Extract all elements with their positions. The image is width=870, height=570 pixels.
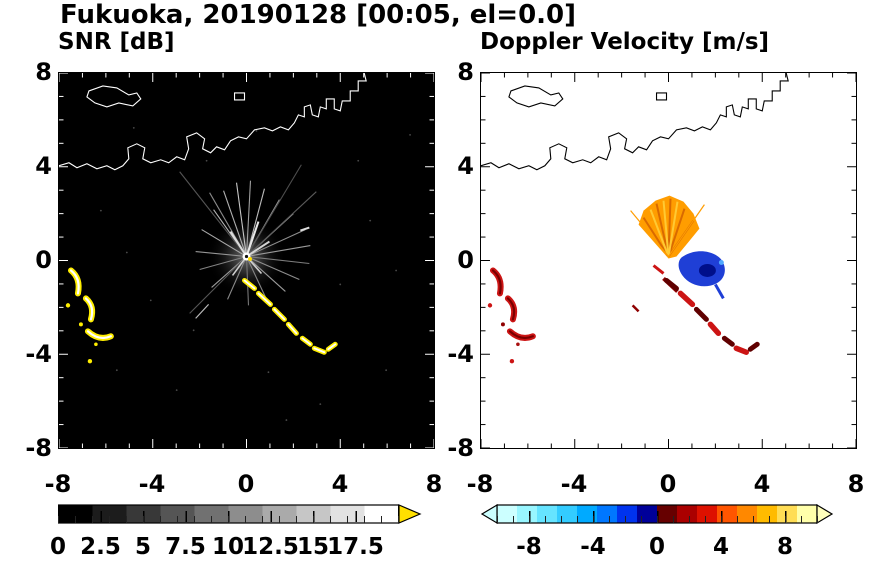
radar-starburst — [179, 164, 317, 319]
snr-y-tick-label: 0 — [35, 246, 52, 274]
snr-west-echo-core — [69, 269, 112, 340]
snr-y-tick-label: 8 — [35, 58, 52, 86]
coastline — [481, 73, 789, 171]
doppler-x-tick-label: -4 — [560, 470, 588, 498]
snr-southeast-echo-core — [243, 279, 337, 354]
doppler-colorbar-label: 8 — [776, 534, 793, 560]
snr-colorbar-label: 15 — [296, 534, 329, 560]
doppler-colorbar-overflow-arrow — [816, 503, 834, 525]
doppler-x-tick-label: 0 — [659, 470, 677, 498]
noise-speckle — [99, 126, 411, 421]
doppler-x-tick-label: 8 — [847, 470, 865, 498]
snr-y-tick-label: 4 — [35, 152, 52, 180]
snr-colorbar-label: 7.5 — [165, 534, 206, 560]
radar-site-core — [242, 252, 252, 261]
snr-colorbar — [58, 504, 422, 524]
doppler-y-tick-label: -8 — [447, 434, 474, 462]
snr-panel-title: SNR [dB] — [58, 29, 175, 55]
snr-colorbar-label: 2.5 — [80, 534, 121, 560]
doppler-x-tick-label: 4 — [753, 470, 771, 498]
doppler-southeast-echo-line — [664, 277, 760, 355]
snr-x-tick-label: -8 — [44, 470, 72, 498]
doppler-colorbar-label: -4 — [580, 534, 606, 560]
snr-y-tick-label: -8 — [25, 434, 52, 462]
doppler-west-echo-specks — [487, 303, 520, 364]
snr-plot-canvas — [59, 73, 434, 448]
snr-x-tick-label: 8 — [425, 470, 443, 498]
center-red-marks — [631, 264, 679, 313]
snr-y-tick-label: -4 — [25, 340, 52, 368]
doppler-colorbar-underflow-arrow — [480, 503, 498, 525]
doppler-colorbar-label: 4 — [712, 534, 729, 560]
doppler-colorbar-label: 0 — [648, 534, 665, 560]
doppler-x-tick-label: -8 — [466, 470, 494, 498]
snr-plot — [58, 72, 435, 449]
snr-colorbar-label: 0 — [49, 534, 66, 560]
snr-colorbar-label: 12.5 — [242, 534, 299, 560]
doppler-panel-title: Doppler Velocity [m/s] — [480, 29, 770, 55]
doppler-plot-canvas — [481, 73, 856, 448]
snr-southeast-echo-line — [242, 277, 338, 355]
snr-x-tick-label: -4 — [138, 470, 166, 498]
snr-x-tick-label: 4 — [331, 470, 349, 498]
snr-colorbar-label: 5 — [134, 534, 151, 560]
doppler-colorbar — [480, 503, 834, 525]
doppler-colorbar-label: -8 — [516, 534, 542, 560]
doppler-y-tick-label: 4 — [457, 152, 474, 180]
snr-x-tick-label: 0 — [237, 470, 255, 498]
snr-colorbar-label: 10 — [211, 534, 244, 560]
doppler-plot — [480, 72, 857, 449]
coastline — [59, 73, 367, 171]
snr-colorbar-label: 17.5 — [327, 534, 384, 560]
inbound-blob — [678, 251, 725, 300]
doppler-y-tick-label: 0 — [457, 246, 474, 274]
snr-colorbar-overflow-arrow — [398, 504, 422, 524]
doppler-y-tick-label: -4 — [447, 340, 474, 368]
snr-west-echo-specks — [65, 303, 98, 364]
outbound-fan — [630, 195, 705, 259]
page-title: Fukuoka, 20190128 [00:05, el=0.0] — [60, 0, 577, 30]
doppler-y-tick-label: 8 — [457, 58, 474, 86]
doppler-west-echo-core — [491, 269, 534, 340]
